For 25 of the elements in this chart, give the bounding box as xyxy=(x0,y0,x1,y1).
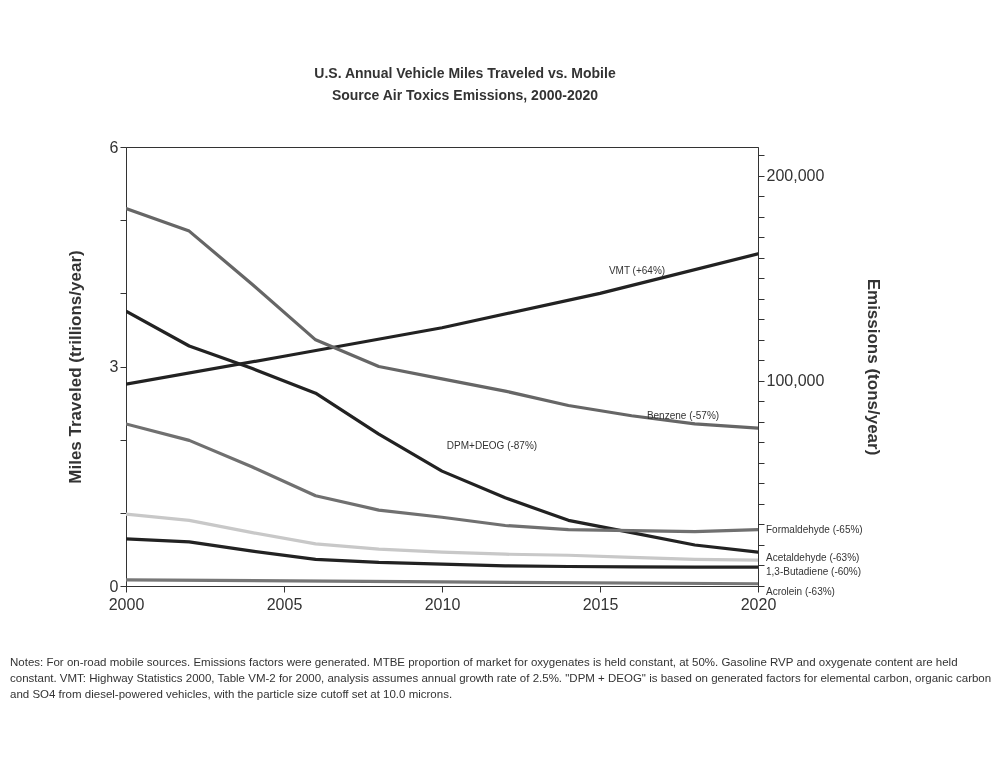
line-series xyxy=(126,422,758,534)
line-series xyxy=(126,206,758,430)
x-tick-label: 2020 xyxy=(740,595,777,613)
series-label: Formaldehyde (-65%) xyxy=(766,523,863,535)
y2-axis-title: Emissions (tons/year) xyxy=(864,278,884,456)
chart-title: U.S. Annual Vehicle Miles Traveled vs. Mobile Source Air Toxics Emissions, 2000-2020 xyxy=(313,64,617,105)
series-label: VMT (+64%) xyxy=(608,265,666,277)
series-label: Benzene (-57%) xyxy=(646,410,720,422)
series-label: 1,3-Butadiene (-60%) xyxy=(766,566,862,578)
y2-tick-label: 100,000 xyxy=(766,372,825,390)
line-series xyxy=(126,537,758,569)
x-tick-label: 2000 xyxy=(108,595,145,613)
y-tick-label: 0 xyxy=(109,577,119,595)
x-tick-label: 2010 xyxy=(424,595,461,613)
text: Notes: For on-road mobile sources. Emissions factors were generated. MTBE proportion of market for oxygenates is held constant, at 50%. Gasoline RVP and oxygenate content are held constant. VMT: Highway Statistics 2000, Table VM-2 for 2000, analysis assumes annual growth rate of 2.5%. "DPM + DEOG" is based on generated factors for elemental carbon, organic carbon and SO4 from diesel-powered vehicles, with the particle size cutoff set at 10.0 microns. xyxy=(10,655,993,702)
y-axis-title: Miles Traveled (trillions/year) xyxy=(65,250,85,484)
series-label: Acetaldehyde (-63%) xyxy=(766,552,860,564)
x-tick-label: 2015 xyxy=(582,595,619,613)
y2-tick-label: 200,000 xyxy=(766,167,825,185)
x-tick-label: 2005 xyxy=(266,595,303,613)
y-tick-label: 3 xyxy=(109,358,119,375)
series-label: Acrolein (-63%) xyxy=(766,585,835,597)
y-tick-label: 6 xyxy=(109,138,119,156)
series-label: DPM+DEOG (-87%) xyxy=(446,440,538,452)
line-series xyxy=(126,512,758,562)
